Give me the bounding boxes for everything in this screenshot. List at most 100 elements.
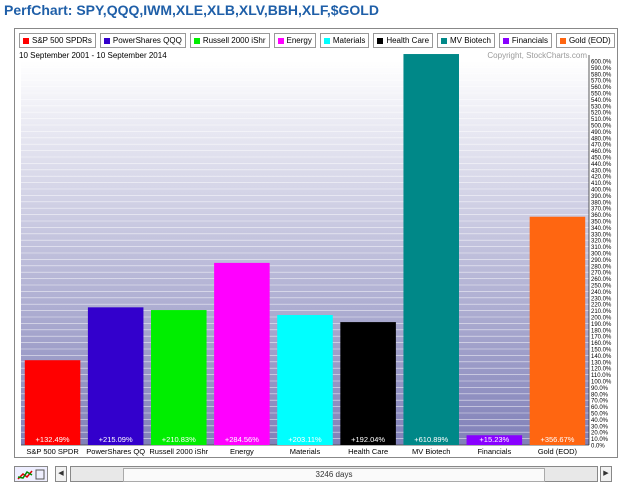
legend-item[interactable]: PowerShares QQQ bbox=[99, 33, 186, 48]
x-tick-label: Health Care bbox=[348, 447, 388, 456]
y-tick-label: 520.0% bbox=[591, 111, 612, 117]
data-label: +203.11% bbox=[288, 435, 322, 444]
y-tick-label: 60.0% bbox=[591, 405, 609, 411]
y-tick-label: 550.0% bbox=[591, 92, 612, 98]
legend-swatch bbox=[502, 37, 509, 44]
y-tick-label: 320.0% bbox=[591, 239, 612, 245]
y-tick-label: 130.0% bbox=[591, 360, 612, 366]
y-tick-label: 590.0% bbox=[591, 66, 612, 72]
legend-swatch bbox=[441, 37, 448, 44]
y-tick-label: 120.0% bbox=[591, 367, 612, 373]
x-tick-label: MV Biotech bbox=[412, 447, 450, 456]
y-tick-label: 190.0% bbox=[591, 322, 612, 328]
y-tick-label: 280.0% bbox=[591, 264, 612, 270]
legend-label: Gold (EOD) bbox=[568, 36, 611, 45]
y-tick-label: 160.0% bbox=[591, 341, 612, 347]
bar bbox=[403, 54, 459, 446]
legend-item[interactable]: S&P 500 SPDRs bbox=[19, 33, 96, 48]
y-tick-label: 500.0% bbox=[591, 124, 612, 130]
x-tick-label: Energy bbox=[230, 447, 254, 456]
data-label: +210.83% bbox=[162, 435, 196, 444]
bar bbox=[151, 310, 207, 445]
x-tick-label: Financials bbox=[477, 447, 511, 456]
y-tick-label: 430.0% bbox=[591, 168, 612, 174]
legend-label: Energy bbox=[286, 36, 312, 45]
bar bbox=[24, 360, 81, 445]
data-label: +192.04% bbox=[351, 435, 385, 444]
legend-item[interactable]: Financials bbox=[498, 33, 552, 48]
y-tick-label: 290.0% bbox=[591, 258, 612, 264]
time-scroll-bar: ◀ 3246 days ▶ bbox=[14, 466, 616, 482]
x-tick-label: Gold (EOD) bbox=[538, 447, 578, 456]
y-tick-label: 600.0% bbox=[591, 60, 612, 66]
legend-label: Russell 2000 iShr bbox=[202, 36, 266, 45]
legend-swatch bbox=[323, 37, 330, 44]
y-tick-label: 330.0% bbox=[591, 232, 612, 238]
y-tick-label: 410.0% bbox=[591, 181, 612, 187]
y-tick-label: 580.0% bbox=[591, 72, 612, 78]
x-tick-label: Materials bbox=[290, 447, 321, 456]
y-tick-label: 30.0% bbox=[591, 424, 609, 430]
y-tick-label: 350.0% bbox=[591, 220, 612, 226]
legend-item[interactable]: MV Biotech bbox=[437, 33, 495, 48]
copyright: Copyright, StockCharts.com bbox=[487, 51, 587, 60]
legend-item[interactable]: Energy bbox=[273, 33, 316, 48]
y-tick-label: 370.0% bbox=[591, 207, 612, 213]
legend-label: Financials bbox=[511, 36, 548, 45]
legend-item[interactable]: Materials bbox=[319, 33, 370, 48]
data-label: +15.23% bbox=[479, 435, 509, 444]
chart-title: PerfChart: SPY,QQQ,IWM,XLE,XLB,XLV,BBH,X… bbox=[4, 2, 379, 18]
legend-swatch bbox=[277, 37, 284, 44]
y-tick-label: 40.0% bbox=[591, 418, 609, 424]
y-tick-label: 10.0% bbox=[591, 437, 609, 443]
scroll-track[interactable]: 3246 days bbox=[70, 466, 598, 482]
y-tick-label: 240.0% bbox=[591, 290, 612, 296]
legend-item[interactable]: Health Care bbox=[373, 33, 434, 48]
y-tick-label: 570.0% bbox=[591, 79, 612, 85]
y-tick-label: 510.0% bbox=[591, 117, 612, 123]
bar bbox=[340, 322, 396, 445]
scroll-left-icon[interactable]: ◀ bbox=[55, 466, 67, 482]
x-tick-label: Russell 2000 iShr bbox=[149, 447, 208, 456]
y-tick-label: 140.0% bbox=[591, 354, 612, 360]
y-tick-label: 210.0% bbox=[591, 309, 612, 315]
legend-label: Health Care bbox=[386, 36, 430, 45]
y-tick-label: 170.0% bbox=[591, 335, 612, 341]
y-tick-label: 540.0% bbox=[591, 98, 612, 104]
y-tick-label: 440.0% bbox=[591, 162, 612, 168]
legend-item[interactable]: Russell 2000 iShr bbox=[189, 33, 270, 48]
y-tick-label: 300.0% bbox=[591, 252, 612, 258]
legend-swatch bbox=[377, 37, 384, 44]
y-tick-label: 110.0% bbox=[591, 373, 612, 379]
chart-frame: 0.0% 10.0% 20.0% 30.0% 40.0% 50.0% 60.0% 70.0% 8… bbox=[14, 28, 618, 458]
y-tick-label: 460.0% bbox=[591, 149, 612, 155]
data-label: +610.89% bbox=[414, 435, 448, 444]
y-tick-label: 270.0% bbox=[591, 271, 612, 277]
chart-plot: 0.0%10.0%20.0%30.0%40.0%50.0%60.0%70.0%8… bbox=[21, 54, 612, 456]
bar bbox=[214, 262, 270, 445]
y-tick-label: 310.0% bbox=[591, 245, 612, 251]
y-tick-label: 200.0% bbox=[591, 316, 612, 322]
y-tick-label: 220.0% bbox=[591, 303, 612, 309]
y-tick-label: 340.0% bbox=[591, 226, 612, 232]
legend-label: S&P 500 SPDRs bbox=[32, 36, 92, 45]
data-label: +356.67% bbox=[540, 435, 574, 444]
scroll-right-icon[interactable]: ▶ bbox=[600, 466, 612, 482]
data-label: +215.09% bbox=[99, 435, 133, 444]
bar bbox=[87, 307, 144, 445]
y-tick-label: 450.0% bbox=[591, 156, 612, 162]
y-tick-label: 470.0% bbox=[591, 143, 612, 149]
legend-swatch bbox=[559, 37, 566, 44]
perfchart-icon[interactable] bbox=[14, 466, 48, 482]
y-tick-label: 150.0% bbox=[591, 348, 612, 354]
legend-swatch bbox=[103, 37, 110, 44]
y-tick-label: 400.0% bbox=[591, 188, 612, 194]
y-tick-label: 260.0% bbox=[591, 277, 612, 283]
bar bbox=[466, 435, 523, 445]
y-tick-label: 380.0% bbox=[591, 200, 612, 206]
legend: S&P 500 SPDRs PowerShares QQQ Russell 2000… bbox=[19, 33, 615, 48]
legend-item[interactable]: Gold (EOD) bbox=[555, 33, 615, 48]
scroll-thumb[interactable]: 3246 days bbox=[123, 468, 545, 482]
y-tick-label: 20.0% bbox=[591, 431, 609, 437]
data-label: +132.49% bbox=[36, 435, 70, 444]
